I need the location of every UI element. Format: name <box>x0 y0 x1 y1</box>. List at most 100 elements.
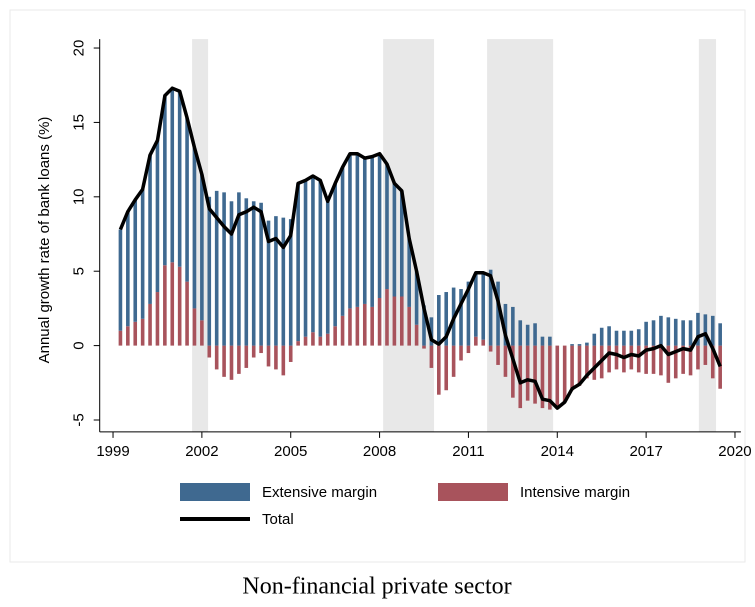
x-tick-label: 2008 <box>363 443 396 460</box>
bar <box>422 305 426 346</box>
x-tick-label: 1999 <box>96 443 129 460</box>
bar <box>518 320 523 346</box>
bar <box>251 345 256 358</box>
bar <box>274 216 278 346</box>
bar <box>348 153 352 309</box>
bar <box>133 321 138 346</box>
y-tick-label: 15 <box>71 114 88 131</box>
bar <box>614 330 619 346</box>
bar <box>200 320 204 346</box>
bar <box>429 345 434 368</box>
x-tick-label: 2017 <box>629 443 662 460</box>
bar <box>414 271 419 325</box>
bar <box>377 297 382 346</box>
bar <box>407 238 411 307</box>
bar <box>207 196 212 346</box>
bar <box>259 202 263 346</box>
bar <box>288 219 293 346</box>
bar <box>229 345 234 380</box>
bar <box>718 323 722 346</box>
bar <box>370 306 374 346</box>
bar <box>651 320 656 346</box>
bar <box>355 306 360 346</box>
bar <box>437 295 441 346</box>
bar <box>155 292 160 346</box>
bar <box>281 345 286 376</box>
chart-frame <box>9 9 746 563</box>
bar <box>148 303 152 346</box>
bar <box>496 281 500 346</box>
bar <box>673 345 678 379</box>
bar <box>533 323 537 346</box>
bar <box>325 201 330 334</box>
bar <box>629 330 634 346</box>
bar <box>126 211 130 327</box>
bar <box>222 192 226 346</box>
bar <box>140 189 145 319</box>
bar <box>459 345 463 361</box>
bar <box>503 345 508 377</box>
bar <box>444 345 449 391</box>
x-tick-label: 2002 <box>185 443 218 460</box>
bar <box>636 345 641 373</box>
bar <box>237 345 241 374</box>
x-tick-label: 2020 <box>718 443 751 460</box>
y-tick-label: 5 <box>71 267 88 275</box>
bar <box>525 324 530 346</box>
bar <box>629 345 634 370</box>
bar <box>214 345 219 370</box>
bar <box>703 314 708 346</box>
bar <box>222 345 226 377</box>
bar <box>540 345 545 409</box>
x-tick-label: 2014 <box>541 443 574 460</box>
bar <box>185 117 189 282</box>
x-tick-label: 2011 <box>452 443 484 460</box>
bar <box>592 345 597 380</box>
bar <box>118 330 123 346</box>
line <box>118 86 722 410</box>
bar <box>681 345 685 374</box>
bar <box>511 345 515 398</box>
bar <box>511 306 515 346</box>
bar <box>370 156 374 307</box>
bar <box>192 308 197 346</box>
bar <box>496 345 500 365</box>
bar <box>259 345 263 354</box>
bar <box>244 345 249 368</box>
bar <box>237 192 241 346</box>
bar <box>607 345 611 373</box>
bar <box>548 336 552 346</box>
bar <box>266 345 271 367</box>
legend-label: Extensive margin <box>262 484 377 501</box>
bar <box>170 262 175 346</box>
bar <box>377 153 382 298</box>
bar <box>570 345 574 391</box>
bar <box>688 320 693 346</box>
bar <box>644 345 648 374</box>
bar <box>281 217 286 346</box>
bar <box>444 292 449 346</box>
bar <box>585 345 589 379</box>
bar <box>533 345 537 404</box>
bar <box>148 155 152 304</box>
bar <box>562 345 567 403</box>
bar <box>133 199 138 322</box>
bar <box>422 345 426 349</box>
bar <box>296 341 300 346</box>
bar <box>696 345 700 370</box>
bar <box>622 330 626 346</box>
bar <box>392 183 397 297</box>
bar <box>207 345 212 358</box>
bar <box>266 220 271 346</box>
bar <box>296 183 300 342</box>
bar <box>666 345 671 383</box>
bar <box>466 345 471 354</box>
bar <box>688 345 693 376</box>
bar <box>614 345 619 370</box>
bar <box>577 345 582 386</box>
bar <box>385 164 389 290</box>
bar <box>488 269 493 346</box>
bar <box>399 190 404 297</box>
bar <box>466 281 471 346</box>
legend-label: Intensive margin <box>520 484 630 501</box>
